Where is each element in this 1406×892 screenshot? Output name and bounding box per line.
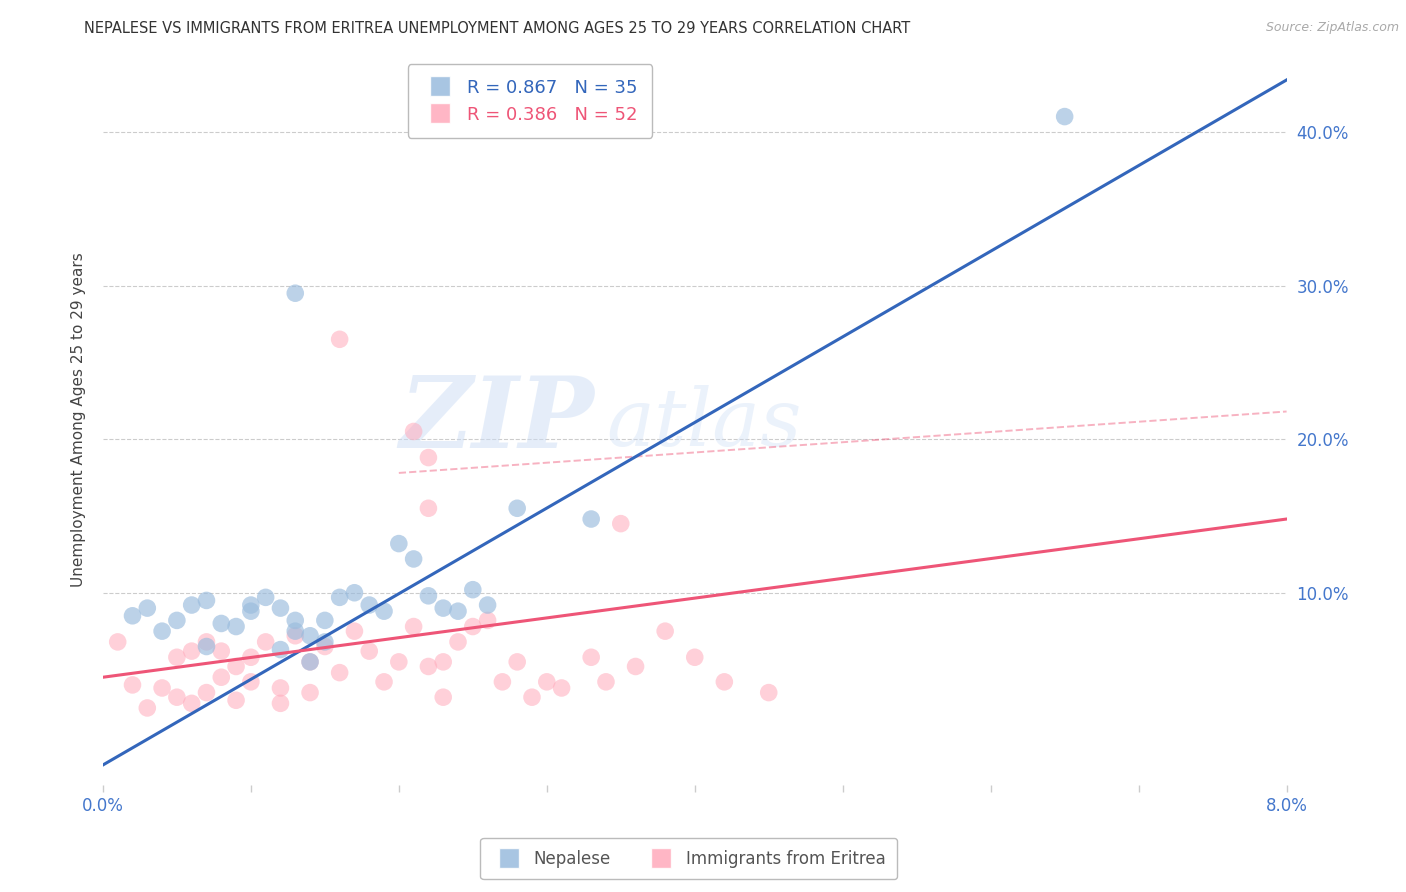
Point xyxy=(343,586,366,600)
Point xyxy=(654,624,676,639)
Point xyxy=(477,598,499,612)
Text: ZIP: ZIP xyxy=(399,372,595,468)
Point xyxy=(269,642,291,657)
Point xyxy=(136,701,159,715)
Point xyxy=(299,655,322,669)
Point xyxy=(402,619,425,633)
Point xyxy=(388,655,411,669)
Point xyxy=(284,614,307,628)
Point xyxy=(520,690,543,705)
Point xyxy=(150,681,173,695)
Text: NEPALESE VS IMMIGRANTS FROM ERITREA UNEMPLOYMENT AMONG AGES 25 TO 29 YEARS CORRE: NEPALESE VS IMMIGRANTS FROM ERITREA UNEM… xyxy=(84,21,911,36)
Point xyxy=(225,693,247,707)
Point xyxy=(195,685,218,699)
Point xyxy=(195,640,218,654)
Point xyxy=(269,697,291,711)
Point xyxy=(418,589,440,603)
Point xyxy=(461,619,484,633)
Point xyxy=(550,681,572,695)
Point xyxy=(239,598,262,612)
Point xyxy=(402,552,425,566)
Point xyxy=(121,608,143,623)
Point xyxy=(166,614,188,628)
Point xyxy=(343,624,366,639)
Point xyxy=(491,674,513,689)
Point xyxy=(388,536,411,550)
Point xyxy=(239,650,262,665)
Point xyxy=(195,593,218,607)
Point xyxy=(461,582,484,597)
Point xyxy=(447,635,470,649)
Point xyxy=(225,619,247,633)
Point xyxy=(359,598,381,612)
Point xyxy=(418,450,440,465)
Point xyxy=(225,659,247,673)
Point xyxy=(150,624,173,639)
Point xyxy=(254,591,277,605)
Text: atlas: atlas xyxy=(606,384,801,462)
Y-axis label: Unemployment Among Ages 25 to 29 years: Unemployment Among Ages 25 to 29 years xyxy=(72,252,86,587)
Point xyxy=(166,650,188,665)
Point xyxy=(239,604,262,618)
Point xyxy=(506,501,529,516)
Point xyxy=(579,650,602,665)
Legend: R = 0.867   N = 35, R = 0.386   N = 52: R = 0.867 N = 35, R = 0.386 N = 52 xyxy=(408,64,652,138)
Point xyxy=(269,601,291,615)
Point xyxy=(1053,110,1076,124)
Point xyxy=(713,674,735,689)
Point xyxy=(536,674,558,689)
Point xyxy=(269,681,291,695)
Point xyxy=(624,659,647,673)
Point xyxy=(284,624,307,639)
Point xyxy=(329,332,352,346)
Point xyxy=(402,425,425,439)
Point xyxy=(209,616,232,631)
Point xyxy=(595,674,617,689)
Point xyxy=(254,635,277,649)
Point xyxy=(579,512,602,526)
Point xyxy=(477,614,499,628)
Point xyxy=(180,598,202,612)
Point xyxy=(432,601,454,615)
Point xyxy=(314,635,336,649)
Point xyxy=(447,604,470,618)
Point xyxy=(758,685,780,699)
Point xyxy=(239,674,262,689)
Point xyxy=(432,690,454,705)
Point xyxy=(166,690,188,705)
Point xyxy=(136,601,159,615)
Point xyxy=(373,604,395,618)
Point xyxy=(180,644,202,658)
Point xyxy=(418,659,440,673)
Point xyxy=(506,655,529,669)
Point xyxy=(180,697,202,711)
Point xyxy=(284,629,307,643)
Point xyxy=(209,644,232,658)
Point xyxy=(314,640,336,654)
Text: Source: ZipAtlas.com: Source: ZipAtlas.com xyxy=(1265,21,1399,34)
Point xyxy=(610,516,633,531)
Point xyxy=(284,286,307,301)
Point xyxy=(121,678,143,692)
Point xyxy=(359,644,381,658)
Point xyxy=(209,670,232,684)
Point xyxy=(299,629,322,643)
Point xyxy=(418,501,440,516)
Point xyxy=(373,674,395,689)
Point xyxy=(195,635,218,649)
Point xyxy=(329,591,352,605)
Point xyxy=(107,635,129,649)
Point xyxy=(299,655,322,669)
Point xyxy=(329,665,352,680)
Point xyxy=(299,685,322,699)
Legend: Nepalese, Immigrants from Eritrea: Nepalese, Immigrants from Eritrea xyxy=(481,838,897,880)
Point xyxy=(683,650,706,665)
Point xyxy=(314,614,336,628)
Point xyxy=(432,655,454,669)
